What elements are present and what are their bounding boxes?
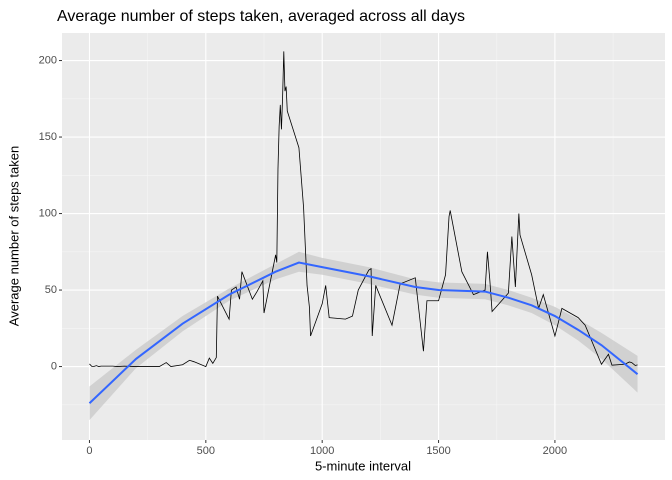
y-tick-label: 50 [45,284,57,296]
confidence-band [89,251,638,421]
x-tick-label: 2000 [543,445,567,457]
y-axis-title: Average number of steps taken [6,146,21,326]
y-tick-label: 100 [39,207,57,219]
y-tick-label: 150 [39,131,57,143]
x-tick-label: 1000 [310,445,334,457]
x-tick-label: 500 [197,445,215,457]
x-tick-label: 0 [86,445,92,457]
x-axis-title: 5-minute interval [315,458,411,473]
y-tick-label: 200 [39,54,57,66]
x-tick-label: 1500 [426,445,450,457]
plot-panel [62,33,665,440]
steps-line [89,51,638,368]
y-tick-label: 0 [51,360,57,372]
smooth-line [88,261,639,405]
chart-title: Average number of steps taken, averaged … [57,8,465,25]
